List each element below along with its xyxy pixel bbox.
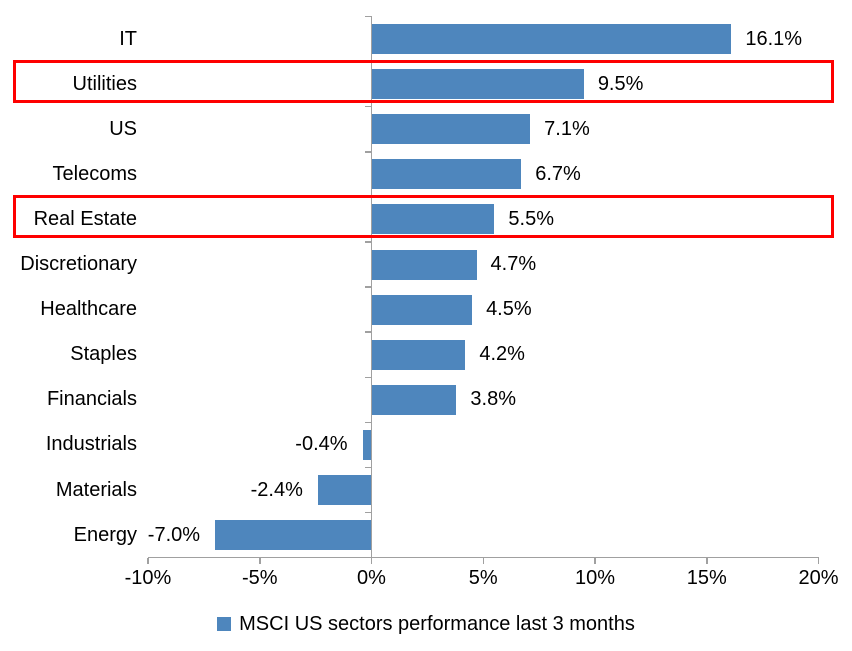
y-axis-tick [364,331,372,333]
category-label: Real Estate [33,207,137,230]
value-label: 5.5% [508,207,555,230]
category-label: US [109,117,137,140]
bar [371,114,531,145]
x-axis-tick-label: 5% [468,566,498,589]
x-axis-tick-label: 0% [357,566,386,589]
x-axis-tick-label: 15% [686,566,727,589]
x-axis-tick-label: -5% [241,566,278,589]
x-axis-tick [482,557,484,564]
category-label: Telecoms [52,162,137,185]
legend-swatch-icon [217,617,232,631]
y-axis-tick [364,376,372,379]
category-label: Materials [55,478,137,501]
value-label: -7.0% [147,523,201,546]
bar [371,69,584,100]
value-label: 3.8% [470,388,517,411]
bar [362,429,372,460]
category-label: Staples [70,343,137,366]
value-label: 6.7% [535,162,581,185]
x-axis-tick [259,557,261,564]
bar [371,339,466,370]
y-axis-tick [364,151,372,153]
y-axis-tick [364,421,372,424]
x-axis-tick [594,557,596,564]
y-axis-tick [364,15,372,18]
x-axis-tick [706,557,708,564]
x-axis-tick-label: 10% [574,566,616,589]
bar [371,24,732,55]
category-label: Discretionary [20,253,137,275]
legend: MSCI US sectors performance last 3 month… [0,610,852,638]
bar [371,384,457,415]
category-label: IT [119,27,137,50]
bar [371,159,522,190]
value-label: -0.4% [295,433,348,456]
value-label: 16.1% [745,27,803,50]
category-label: Healthcare [40,298,137,321]
y-axis-line [370,16,373,558]
category-label: Energy [73,523,137,546]
bar [215,520,372,551]
y-axis-tick [364,511,372,514]
bar [317,475,372,506]
highlight-box [13,194,834,238]
legend-label: MSCI US sectors performance last 3 month… [239,612,635,635]
x-axis-tick-label: -10% [124,566,172,589]
x-axis-tick [147,557,149,564]
value-label: 4.5% [486,298,532,321]
value-label: 4.7% [490,253,537,275]
y-axis-tick [364,466,372,469]
value-label: 9.5% [597,72,644,95]
category-label: Utilities [72,72,137,95]
x-axis-tick [817,557,820,564]
value-label: -2.4% [250,478,303,501]
value-label: 7.1% [544,117,590,140]
category-label: Industrials [45,433,137,456]
bar [371,249,477,280]
category-label: Financials [46,388,137,411]
y-axis-tick [364,241,372,243]
x-axis-tick-label: 20% [798,566,839,589]
y-axis-tick [364,286,372,288]
y-axis-tick [364,105,372,108]
bar [371,204,495,235]
bar [371,294,473,325]
highlight-box [13,59,834,103]
value-label: 4.2% [479,343,525,366]
x-axis-tick [370,557,373,564]
